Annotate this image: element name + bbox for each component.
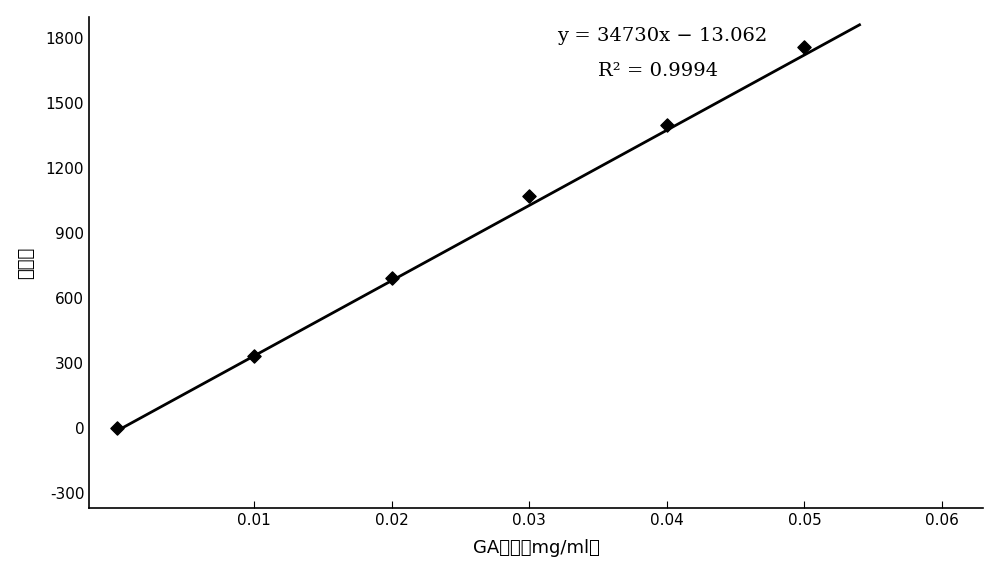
Text: R² = 0.9994: R² = 0.9994	[598, 62, 718, 80]
Point	[521, 191, 537, 200]
Point	[796, 42, 812, 52]
Y-axis label: 峰面积: 峰面积	[17, 246, 35, 278]
Point	[109, 424, 125, 433]
Point	[384, 274, 400, 283]
X-axis label: GA浓度（mg/ml）: GA浓度（mg/ml）	[473, 540, 600, 557]
Point	[246, 351, 262, 360]
Text: y = 34730x − 13.062: y = 34730x − 13.062	[557, 28, 767, 45]
Point	[659, 121, 675, 130]
